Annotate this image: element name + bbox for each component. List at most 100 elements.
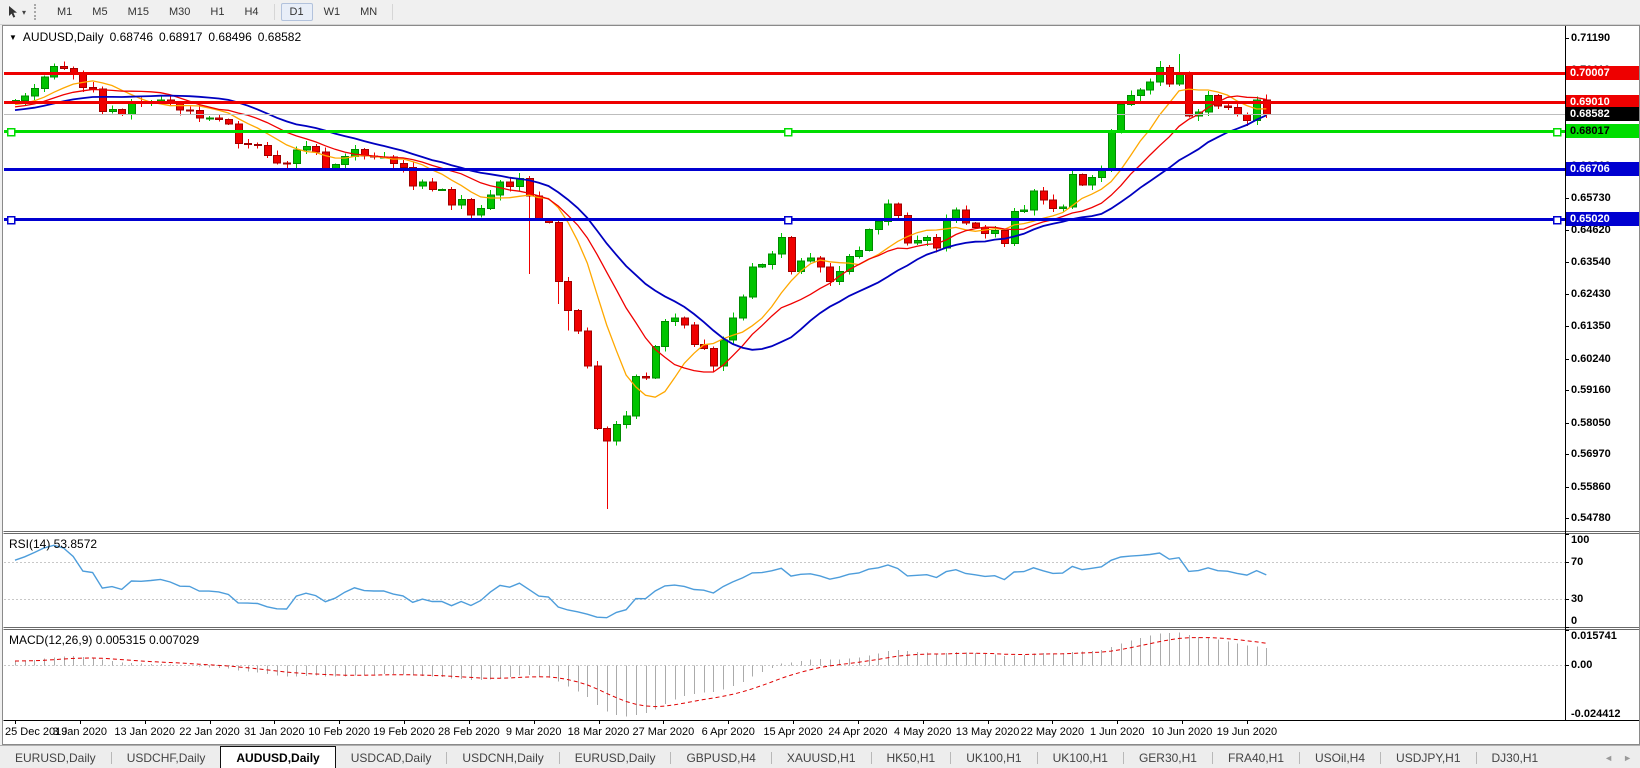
candle [390,156,398,165]
ohlc-high: 0.68917 [159,30,203,44]
line-handle[interactable] [1552,127,1562,137]
candle [817,257,825,268]
tab-separator [558,751,560,764]
candle [186,109,194,112]
candle [991,229,999,234]
line-handle[interactable] [1552,215,1562,225]
tab-separator [1036,751,1038,764]
tab-eurusd-daily[interactable]: EURUSD,Daily [15,750,96,765]
candle [50,66,58,78]
tab-separator [770,751,772,764]
candle [1001,229,1009,245]
tab-fra40-h1[interactable]: FRA40,H1 [1227,750,1285,765]
tab-hk50-h1[interactable]: HK50,H1 [886,750,936,765]
candle [749,266,757,298]
ohlc-close: 0.68582 [257,30,302,44]
timeframe-button-m1[interactable]: M1 [57,6,73,18]
macd-signal-line [14,637,1267,708]
candle [244,143,252,146]
rsi-label: RSI(14) 53.8572 [9,537,98,551]
tab-separator [950,751,952,764]
candle [1108,130,1116,170]
timeframe-button-h1[interactable]: H1 [210,6,225,18]
timeframe-button-m15[interactable]: M15 [127,6,149,18]
candle [41,76,49,90]
candle [429,181,437,191]
tabs-scroll-left-button[interactable]: ◄ [1604,752,1614,763]
top-toolbar: ▾ M1 M5 M15 M30 H1 H4 D1 W1 MN [0,0,1640,25]
tab-separator [446,751,448,764]
candle [264,144,272,156]
timeframe-button-d1[interactable]: D1 [280,3,313,21]
tab-ger30-h1[interactable]: GER30,H1 [1138,750,1197,765]
tab-usdcnh-daily[interactable]: USDCNH,Daily [462,750,544,765]
chart-tabs: EURUSD,Daily USDCHF,Daily AUDUSD,Daily USDC… [0,746,1553,768]
candle [855,250,863,258]
line-handle[interactable] [6,215,16,225]
candle [176,103,184,111]
candle [923,237,931,242]
candle [574,310,582,332]
toolbar-grip[interactable] [34,4,39,20]
timeframe-button-w1[interactable]: W1 [323,6,341,18]
candle [535,195,543,220]
candle [118,108,126,116]
candle [884,203,892,223]
pointer-tool-button[interactable]: ▾ [4,4,28,20]
candle [99,88,107,112]
tab-gbpusd-h4[interactable]: GBPUSD,H4 [686,750,756,765]
timeframe-button-m5[interactable]: M5 [92,6,108,18]
line-handle[interactable] [783,215,793,225]
candle [206,117,214,120]
tab-usdchf-daily[interactable]: USDCHF,Daily [126,750,206,765]
candle [962,209,970,224]
macd-label: MACD(12,26,9) 0.005315 0.007029 [9,633,200,647]
timeframe-button-h4[interactable]: H4 [244,6,259,18]
candle [594,365,602,430]
tab-uk100-h1[interactable]: UK100,H1 [1052,750,1108,765]
candle [109,108,117,112]
candle [458,199,466,206]
tab-dj30-h1[interactable]: DJ30,H1 [1491,750,1539,765]
candle [1146,81,1154,91]
candle [341,155,349,165]
candle [1166,67,1174,85]
candle [312,146,320,153]
candle [31,88,39,97]
candle [477,207,485,216]
line-handle[interactable] [6,127,16,137]
chart-canvas[interactable] [3,26,1639,744]
candle [215,117,223,121]
tab-separator [1211,751,1213,764]
candle [293,149,301,165]
ma-fast-orange-line [14,80,1267,398]
tab-eurusd-daily[interactable]: EURUSD,Daily [574,750,656,765]
candle [506,181,514,188]
candle [1069,174,1077,208]
candle [438,189,446,192]
candle [778,236,786,255]
tab-xauusd-h1[interactable]: XAUUSD,H1 [786,750,856,765]
candle [1079,174,1087,186]
candle [1049,199,1057,209]
tab-audusd-daily[interactable]: AUDUSD,Daily [220,746,336,768]
candle [613,424,621,442]
candle [235,123,243,145]
timeframe-button-m30[interactable]: M30 [168,6,191,18]
tabs-scroll-right-button[interactable]: ► [1623,752,1632,763]
tab-usdjpy-h1[interactable]: USDJPY,H1 [1396,750,1461,765]
tab-uk100-h1[interactable]: UK100,H1 [966,750,1022,765]
candle [972,222,980,229]
tab-separator [1380,751,1382,764]
tab-usoil-h4[interactable]: USOil,H4 [1315,750,1366,765]
tab-separator [1122,751,1124,764]
candle [720,339,728,367]
line-handle[interactable] [783,127,793,137]
chart-expander-icon[interactable]: ▼ [9,32,17,42]
cursor-icon [9,6,17,18]
candle [487,194,495,209]
candle [448,189,456,206]
tab-usdcad-daily[interactable]: USDCAD,Daily [350,750,432,765]
toolbar-separator [273,4,275,20]
timeframe-button-mn[interactable]: MN [360,6,378,18]
